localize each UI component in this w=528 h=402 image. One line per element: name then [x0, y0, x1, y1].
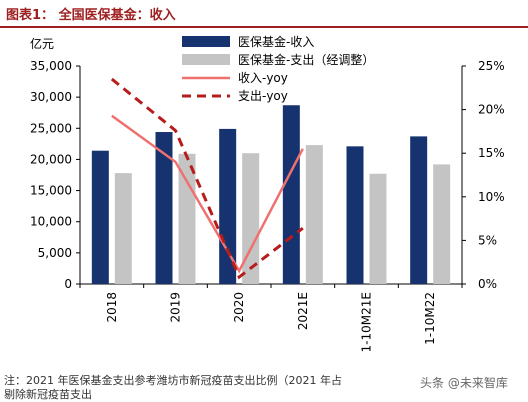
y-left-tick-label: 30,000 [30, 90, 72, 104]
x-tick-label: 1-10M21E [360, 292, 374, 352]
legend-swatch-1 [182, 54, 230, 65]
y-right-tick-label: 15% [478, 146, 505, 160]
footnote: 注：2021 年医保基金支出参考潍坊市新冠疫苗支出比例（2021 年占 剔除新冠… [4, 374, 526, 402]
y-right-tick-label: 25% [478, 59, 505, 73]
bar-expense [433, 164, 451, 284]
y-left-tick-label: 20,000 [30, 152, 72, 166]
x-tick-label: 2018 [105, 292, 119, 323]
chart-title: 图表1： 全国医保基金：收入 [6, 8, 176, 23]
line-expense-yoy [110, 77, 304, 280]
watermark: 头条 @未来智库 [418, 374, 510, 391]
bar-income [410, 136, 428, 284]
legend-swatch-0 [182, 36, 230, 47]
x-tick-label: 2020 [232, 292, 246, 323]
y-left-tick-label: 5,000 [38, 246, 72, 260]
legend-label-3: 支出-yoy [238, 89, 288, 103]
bar-income [91, 150, 109, 284]
bar-expense [242, 153, 260, 284]
bar-expense [305, 145, 323, 284]
bar-income [282, 105, 300, 285]
y-right-tick-label: 20% [478, 103, 505, 117]
y-right-tick-label: 10% [478, 190, 505, 204]
bar-expense [114, 173, 132, 284]
x-tick-label: 2019 [169, 292, 183, 323]
y-left-unit-label: 亿元 [30, 36, 54, 51]
line-income-yoy [111, 114, 304, 274]
legend-label-1: 医保基金-支出（经调整） [238, 52, 374, 67]
y-left-tick-label: 25,000 [30, 121, 72, 135]
y-right-tick-label: 0% [478, 277, 497, 291]
bar-expense [369, 173, 387, 284]
y-left-tick-label: 0 [64, 277, 72, 291]
y-left-tick-label: 15,000 [30, 184, 72, 198]
bar-income [155, 132, 173, 284]
bar-expense [178, 153, 196, 284]
x-tick-label: 1-10M22 [423, 292, 437, 345]
bar-income [346, 146, 364, 284]
y-left-tick-label: 10,000 [30, 215, 72, 229]
title-bar: 图表1： 全国医保基金：收入 [0, 0, 528, 28]
legend-label-0: 医保基金-收入 [238, 34, 314, 49]
x-tick-label: 2021E [296, 292, 310, 330]
chart: 0 5,000 10,000 15,000 20,000 25,000 30,000 35,0… [30, 34, 505, 352]
footnote-line-1: 注：2021 年医保基金支出参考潍坊市新冠疫苗支出比例（2021 年占 [4, 374, 342, 387]
legend-label-2: 收入-yoy [238, 71, 288, 85]
footnote-line-2: 剔除新冠疫苗支出 [4, 388, 92, 401]
y-right-tick-label: 5% [478, 233, 497, 247]
y-left-tick-label: 35,000 [30, 59, 72, 73]
